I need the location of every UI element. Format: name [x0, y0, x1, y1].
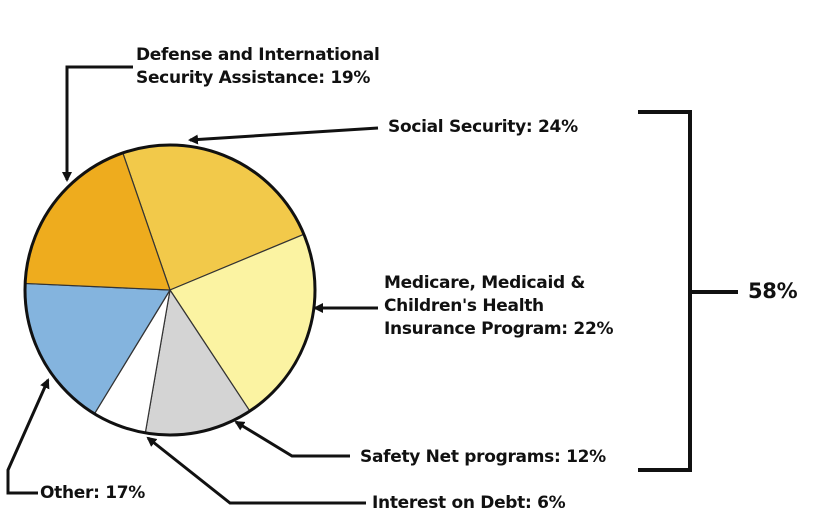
- label-medicare-line-3: Insurance Program: 22%: [384, 319, 614, 339]
- defense-arrow: [62, 65, 133, 182]
- label-defense-line-1: Defense and International: [136, 45, 380, 65]
- label-medicare: Medicare, Medicaid & Children's Health I…: [384, 272, 614, 341]
- interest-arrow: [146, 436, 366, 505]
- pie-slices: [24, 144, 316, 436]
- label-defense-line-2: Security Assistance: 19%: [136, 68, 371, 88]
- safety-net-arrow: [234, 420, 350, 458]
- label-safety-net: Safety Net programs: 12%: [360, 447, 606, 467]
- pie-outline: [23, 143, 317, 437]
- social-security-arrow: [188, 126, 379, 145]
- label-medicare-line-2: Children's Health: [384, 296, 544, 316]
- label-interest: Interest on Debt: 6%: [372, 493, 566, 513]
- label-defense: Defense and International Security Assis…: [136, 44, 380, 90]
- label-social-security: Social Security: 24%: [388, 117, 578, 137]
- bracket: [638, 110, 738, 472]
- label-other: Other: 17%: [40, 483, 146, 503]
- other-arrow: [6, 378, 50, 495]
- label-medicare-line-1: Medicare, Medicaid &: [384, 273, 586, 293]
- bracket-total-label: 58%: [748, 279, 798, 303]
